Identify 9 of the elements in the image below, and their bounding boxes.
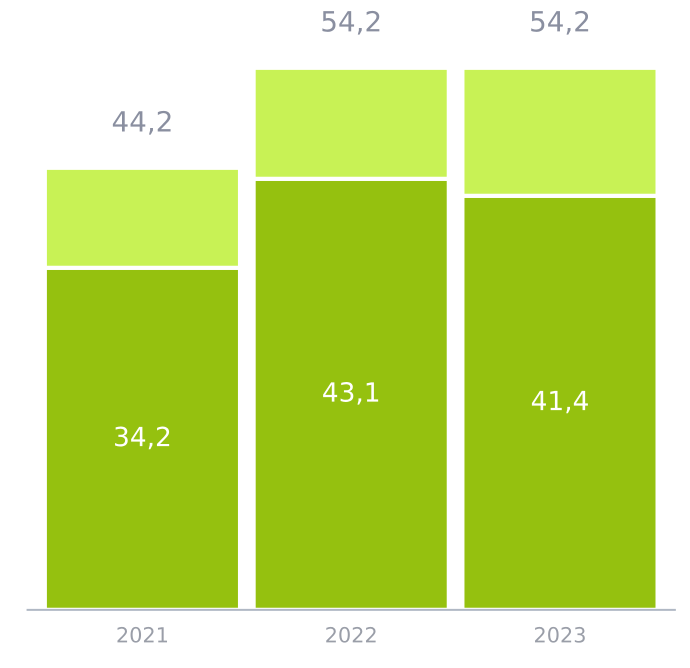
total-label: 54,2 (531, 10, 588, 35)
total-label: 44,2 (112, 110, 171, 135)
data-label: 43,1 (323, 382, 378, 405)
total-label: 54,2 (322, 10, 380, 35)
data-label: 34,2 (115, 426, 170, 450)
x-tick-label: 2021 (117, 626, 168, 643)
x-tick-label: 2023 (535, 626, 585, 643)
data-label: 41,4 (532, 390, 588, 414)
x-tick-label: 2022 (326, 626, 376, 643)
